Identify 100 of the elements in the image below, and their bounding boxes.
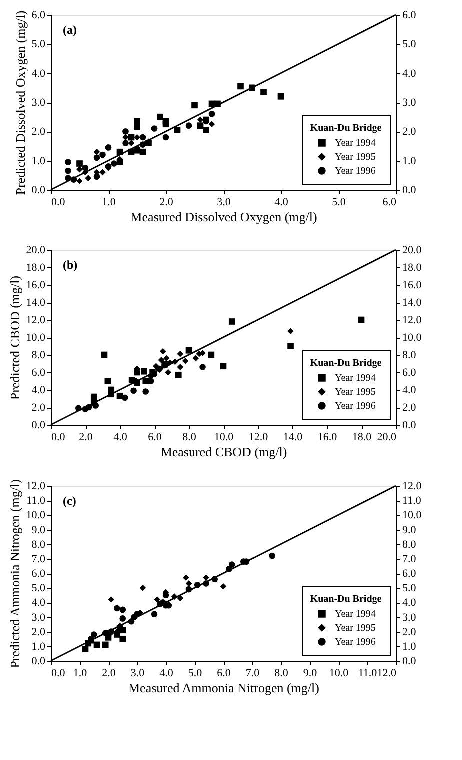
x-tick-label: 12.0 xyxy=(377,668,397,680)
y2-tick-label: 8.0 xyxy=(402,538,417,551)
y-tick-label: 8.0 xyxy=(32,350,46,362)
y2-tick-label: 5.0 xyxy=(402,38,417,51)
legend-label: Year 1994 xyxy=(335,373,376,384)
y-tick-label: 3.0 xyxy=(32,97,46,109)
y2-tick-label: 7.0 xyxy=(402,553,417,566)
x-tick-label: 11.0 xyxy=(358,668,378,680)
x-tick-label: 5.0 xyxy=(188,668,203,680)
legend-label: Year 1995 xyxy=(335,623,376,634)
y2-tick-label: 2.0 xyxy=(402,402,417,414)
y2-tick-label: 2.0 xyxy=(402,126,417,138)
y-tick-label: 2.0 xyxy=(32,626,46,638)
y2-tick-label: 10.0 xyxy=(402,332,422,344)
y-tick-label: 6.0 xyxy=(32,10,46,22)
x-axis-title: Measured Dissolved Oxygen (mg/l) xyxy=(130,210,318,224)
y-tick-label: 4.0 xyxy=(32,597,46,610)
x-tick-label: 7.0 xyxy=(246,668,260,680)
x-axis-title: Measured Ammonia Nitrogen (mg/l) xyxy=(128,680,320,696)
legend-label: Year 1996 xyxy=(335,637,376,648)
annotation: (a) xyxy=(63,23,77,37)
y-tick-label: 9.0 xyxy=(32,524,46,536)
x-tick-label: 16.0 xyxy=(318,432,338,444)
x-tick-label: 4.0 xyxy=(160,668,174,680)
y2-tick-label: 9.0 xyxy=(402,524,417,536)
x-tick-label: 18.0 xyxy=(352,432,372,444)
y-axis-title: Predicted Ammonia Nitrogen (mg/l) xyxy=(7,480,22,668)
x-tick-label: 1.0 xyxy=(102,196,116,208)
y-tick-label: 20.0 xyxy=(26,244,46,256)
x-axis-title: Measured CBOD (mg/l) xyxy=(160,444,288,460)
y2-tick-label: 10.0 xyxy=(402,510,422,522)
y2-tick-label: 11.0 xyxy=(402,495,422,508)
x-tick-label: 0.0 xyxy=(52,432,66,444)
x-tick-label: 2.0 xyxy=(102,668,116,680)
x-tick-label: 9.0 xyxy=(303,668,318,680)
x-tick-label: 2.0 xyxy=(79,432,94,444)
y2-tick-label: 18.0 xyxy=(402,262,422,274)
x-tick-label: 6.0 xyxy=(148,432,162,444)
x-tick-label: 10.0 xyxy=(329,668,350,680)
y-tick-label: 4.0 xyxy=(32,384,46,396)
y-tick-label: 14.0 xyxy=(26,297,46,309)
legend-label: Year 1995 xyxy=(335,387,376,398)
y2-tick-label: 6.0 xyxy=(402,10,417,22)
x-tick-label: 8.0 xyxy=(274,668,289,680)
y-tick-label: 1.0 xyxy=(32,640,46,653)
y-tick-label: 7.0 xyxy=(32,553,46,566)
legend-title: Kuan-Du Bridge xyxy=(310,358,382,369)
y-tick-label: 16.0 xyxy=(26,280,46,292)
y-axis-title: Predicted CBOD (mg/l) xyxy=(7,276,22,400)
x-tick-label: 12.0 xyxy=(248,432,269,444)
y2-tick-label: 12.0 xyxy=(402,314,422,326)
x-tick-label: 2.0 xyxy=(160,196,174,208)
y-tick-label: 2.0 xyxy=(32,126,46,138)
y2-tick-label: 6.0 xyxy=(402,367,417,379)
x-tick-label: 8.0 xyxy=(182,432,197,444)
y-tick-label: 12.0 xyxy=(26,314,46,326)
x-tick-label: 1.0 xyxy=(73,668,88,680)
y-tick-label: 6.0 xyxy=(32,568,46,580)
annotation: (c) xyxy=(63,494,76,508)
y-tick-label: 4.0 xyxy=(32,68,46,80)
x-tick-label: 0.0 xyxy=(52,668,66,680)
y2-tick-label: 5.0 xyxy=(402,582,417,595)
y-tick-label: 18.0 xyxy=(26,262,46,274)
y2-tick-label: 4.0 xyxy=(402,68,417,80)
y-tick-label: 10.0 xyxy=(26,332,46,344)
legend-label: Year 1994 xyxy=(335,138,376,149)
legend-title: Kuan-Du Bridge xyxy=(310,594,382,605)
legend-label: Year 1996 xyxy=(335,166,376,177)
y-tick-label: 5.0 xyxy=(32,38,46,51)
x-tick-label: 14.0 xyxy=(283,432,304,444)
x-tick-label: 20.0 xyxy=(377,432,397,444)
y2-tick-label: 1.0 xyxy=(402,155,417,168)
y2-tick-label: 3.0 xyxy=(402,97,417,109)
x-tick-label: 10.0 xyxy=(214,432,234,444)
x-tick-label: 0.0 xyxy=(52,196,66,208)
y-tick-label: 8.0 xyxy=(32,538,46,551)
y-tick-label: 0.0 xyxy=(32,656,46,668)
y2-tick-label: 0.0 xyxy=(402,656,417,668)
y2-tick-label: 3.0 xyxy=(402,612,417,624)
legend-label: Year 1996 xyxy=(335,401,376,412)
y2-tick-label: 6.0 xyxy=(402,568,417,580)
y-tick-label: 11.0 xyxy=(26,495,46,508)
y2-tick-label: 8.0 xyxy=(402,350,417,362)
y2-tick-label: 2.0 xyxy=(402,626,417,638)
x-tick-label: 3.0 xyxy=(130,668,146,680)
y-tick-label: 0.0 xyxy=(32,184,46,196)
y2-tick-label: 12.0 xyxy=(402,480,422,492)
y-axis-title: Predicted Dissolved Oxygen (mg/l) xyxy=(12,10,28,196)
y-tick-label: 0.0 xyxy=(32,420,46,432)
x-tick-label: 6.0 xyxy=(217,668,232,680)
x-tick-label: 4.0 xyxy=(114,432,128,444)
y-tick-label: 6.0 xyxy=(32,367,46,379)
y2-tick-label: 0.0 xyxy=(402,184,417,196)
y-tick-label: 3.0 xyxy=(32,612,46,624)
x-tick-label: 5.0 xyxy=(332,196,346,208)
y-tick-label: 10.0 xyxy=(26,510,46,522)
y-tick-label: 2.0 xyxy=(32,402,46,414)
y2-tick-label: 14.0 xyxy=(402,297,422,309)
x-tick-label: 4.0 xyxy=(274,196,289,208)
y2-tick-label: 1.0 xyxy=(402,640,417,653)
